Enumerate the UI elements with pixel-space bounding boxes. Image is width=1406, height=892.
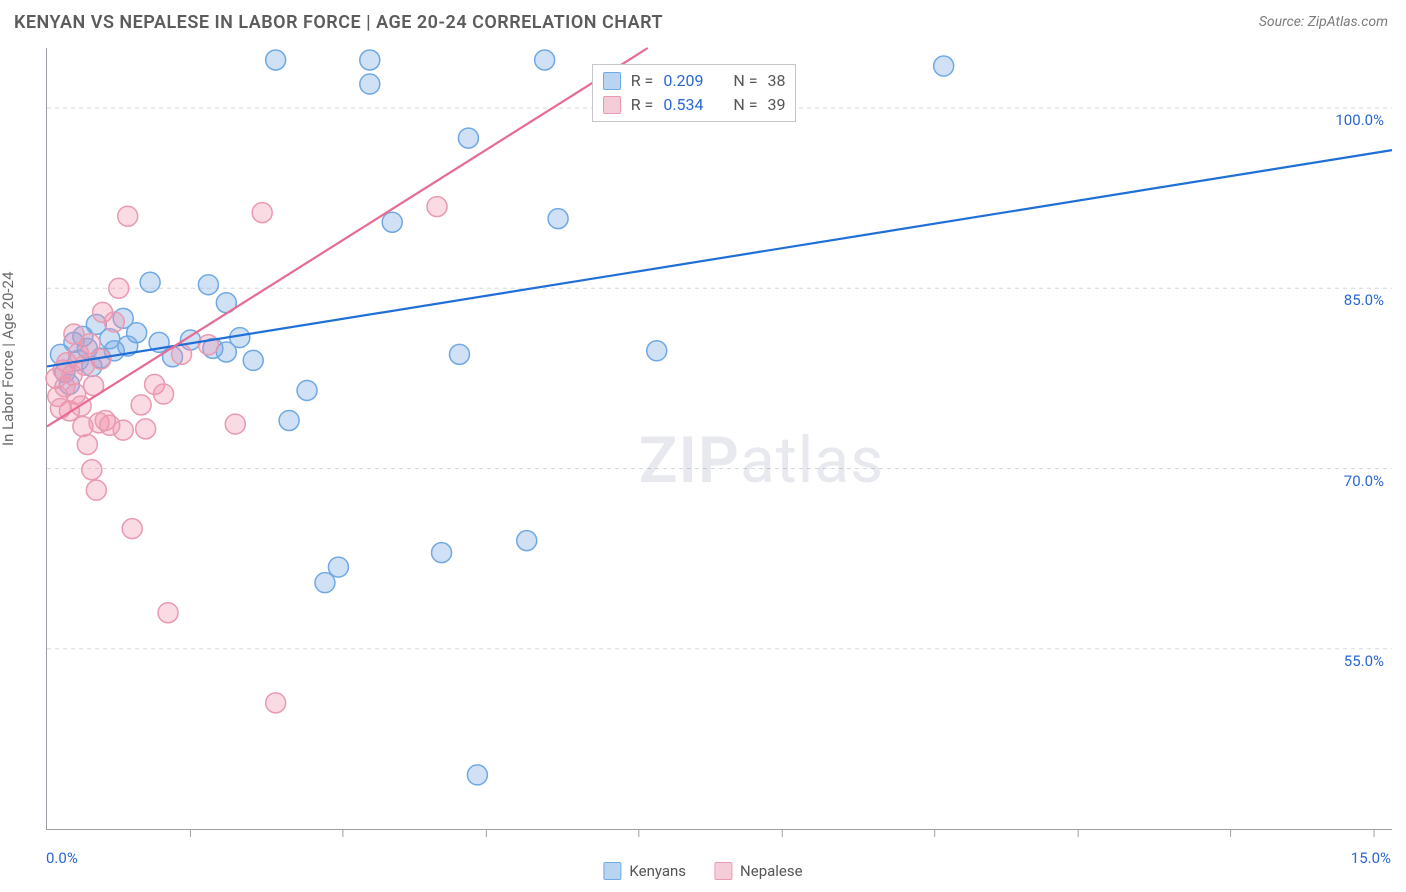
plot-svg bbox=[47, 48, 1392, 829]
n-label: N = bbox=[733, 71, 757, 90]
legend-item-nepalese: Nepalese bbox=[714, 862, 803, 880]
r-value-kenyans: 0.209 bbox=[663, 71, 715, 90]
xtick-label: 15.0% bbox=[1351, 849, 1391, 867]
correlation-row-nepalese: R = 0.534 N = 39 bbox=[603, 93, 786, 117]
ytick-label: 85.0% bbox=[1344, 291, 1384, 309]
chart-plot-area: R = 0.209 N = 38 R = 0.534 N = 39 ZIPatl… bbox=[46, 48, 1392, 830]
swatch-icon bbox=[603, 862, 621, 880]
ytick-label: 70.0% bbox=[1344, 472, 1384, 490]
swatch-icon bbox=[714, 862, 732, 880]
swatch-icon bbox=[603, 96, 621, 114]
swatch-icon bbox=[603, 72, 621, 90]
r-label: R = bbox=[631, 71, 654, 90]
source-attribution: Source: ZipAtlas.com bbox=[1259, 14, 1388, 30]
legend-label: Nepalese bbox=[740, 862, 803, 880]
ytick-label: 100.0% bbox=[1335, 111, 1384, 129]
chart-title: KENYAN VS NEPALESE IN LABOR FORCE | AGE … bbox=[14, 12, 663, 33]
legend-item-kenyans: Kenyans bbox=[603, 862, 686, 880]
n-label: N = bbox=[733, 95, 757, 114]
xtick-label: 0.0% bbox=[46, 849, 78, 867]
y-axis-label: In Labor Force | Age 20-24 bbox=[0, 272, 17, 446]
correlation-row-kenyans: R = 0.209 N = 38 bbox=[603, 69, 786, 93]
correlation-legend: R = 0.209 N = 38 R = 0.534 N = 39 bbox=[592, 64, 797, 122]
r-value-nepalese: 0.534 bbox=[663, 95, 715, 114]
n-value-kenyans: 38 bbox=[768, 71, 786, 90]
legend-label: Kenyans bbox=[629, 862, 686, 880]
r-label: R = bbox=[631, 95, 654, 114]
ytick-label: 55.0% bbox=[1344, 652, 1384, 670]
n-value-nepalese: 39 bbox=[768, 95, 786, 114]
series-legend: Kenyans Nepalese bbox=[603, 862, 802, 880]
